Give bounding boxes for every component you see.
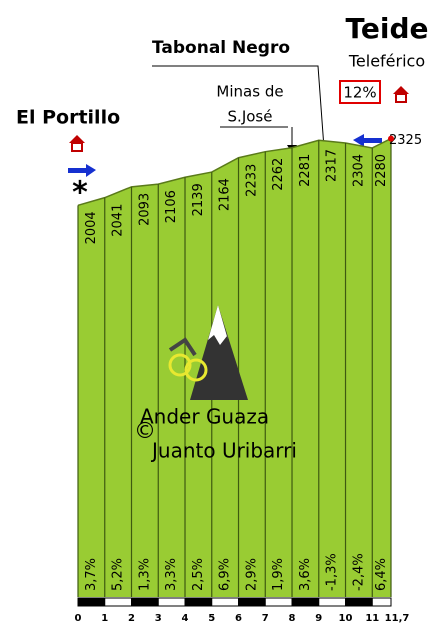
altitude-label: 2093 (137, 193, 152, 226)
house-icon (69, 135, 85, 151)
credit: Ander Guaza (140, 405, 269, 429)
plot: 0 1 2 3 4 5 6 7 8 9 10 11 11,7 2004 2041 2093 2106 2139 21… (75, 133, 423, 624)
altitude-label: 2004 (84, 211, 99, 244)
x-tick-label: 11 (365, 613, 379, 624)
profile-segment (292, 140, 319, 597)
gradient-label: 2,5% (191, 558, 206, 591)
km-strip (346, 598, 373, 606)
max-gradient: 12% (343, 84, 376, 102)
x-tick-label: 7 (262, 613, 269, 624)
gradient-label: 2,9% (244, 558, 259, 591)
gradient-label: 3,6% (298, 558, 313, 591)
km-strip (185, 598, 212, 606)
altitude-label: 2262 (271, 158, 286, 191)
x-tick-label: 4 (182, 613, 189, 624)
km-strip (372, 598, 391, 606)
altitude-label: 2280 (374, 154, 389, 187)
x-tick-label: 3 (155, 613, 162, 624)
x-tick-label: 5 (208, 613, 215, 624)
summit-subtitle: Teleférico (348, 52, 425, 71)
profile-segment (372, 139, 391, 597)
km-strip (132, 598, 159, 606)
profile-segment (319, 140, 346, 597)
start-label: El Portillo (16, 107, 120, 129)
house-icon (393, 86, 409, 102)
profile-segment (346, 143, 373, 597)
x-tick-label: 11,7 (385, 613, 410, 624)
chart: Teide Teleférico 12% Tabonal Negro Minas… (0, 0, 438, 627)
x-tick-label: 8 (289, 613, 296, 624)
profile-segment (78, 198, 105, 597)
altitude-label: 2325 (389, 133, 422, 148)
km-strip (78, 598, 105, 606)
altitude-label: 2317 (325, 149, 340, 182)
gradient-label: 6,4% (374, 558, 389, 591)
altitude-label: 2164 (218, 178, 233, 211)
altitude-label: 2106 (164, 190, 179, 223)
gradient-label: -2,4% (351, 553, 366, 591)
profile-segment (132, 184, 159, 597)
km-strip (158, 598, 185, 606)
km-strip (212, 598, 239, 606)
profile-segment (265, 148, 292, 597)
mines-label: Minas de (216, 83, 283, 101)
summit-name: Teide (345, 12, 428, 45)
gradient-label: 3,7% (84, 558, 99, 591)
x-tick-label: 0 (75, 613, 82, 624)
x-tick-label: 1 (101, 613, 108, 624)
gradient-label: 1,3% (137, 558, 152, 591)
km-strip (105, 598, 132, 606)
profile-segment (158, 177, 185, 597)
gradient-label: 5,2% (111, 558, 126, 591)
gradient-label: 3,3% (164, 558, 179, 591)
altitude-label: 2139 (191, 183, 206, 216)
mines-label: S.José (228, 108, 273, 126)
km-strip (292, 598, 319, 606)
gradient-label: -1,3% (325, 553, 340, 591)
x-tick-label: 10 (339, 613, 353, 624)
altitude-label: 2281 (298, 154, 313, 187)
altitude-label: 2041 (111, 204, 126, 237)
km-strip (239, 598, 266, 606)
profile-segment (239, 152, 266, 597)
x-tick-label: 6 (235, 613, 242, 624)
profile-segment (105, 187, 132, 597)
credit: Juanto Uribarri (150, 439, 297, 463)
km-strip (319, 598, 346, 606)
gradient-label: 6,9% (218, 558, 233, 591)
x-tick-label: 2 (128, 613, 135, 624)
altitude-label: 2304 (351, 154, 366, 187)
altitude-label: 2233 (244, 164, 259, 197)
km-strip (265, 598, 292, 606)
gradient-label: 1,9% (271, 558, 286, 591)
x-tick-label: 9 (315, 613, 322, 624)
pass-label: Tabonal Negro (152, 38, 290, 58)
summit-dot (388, 136, 394, 142)
